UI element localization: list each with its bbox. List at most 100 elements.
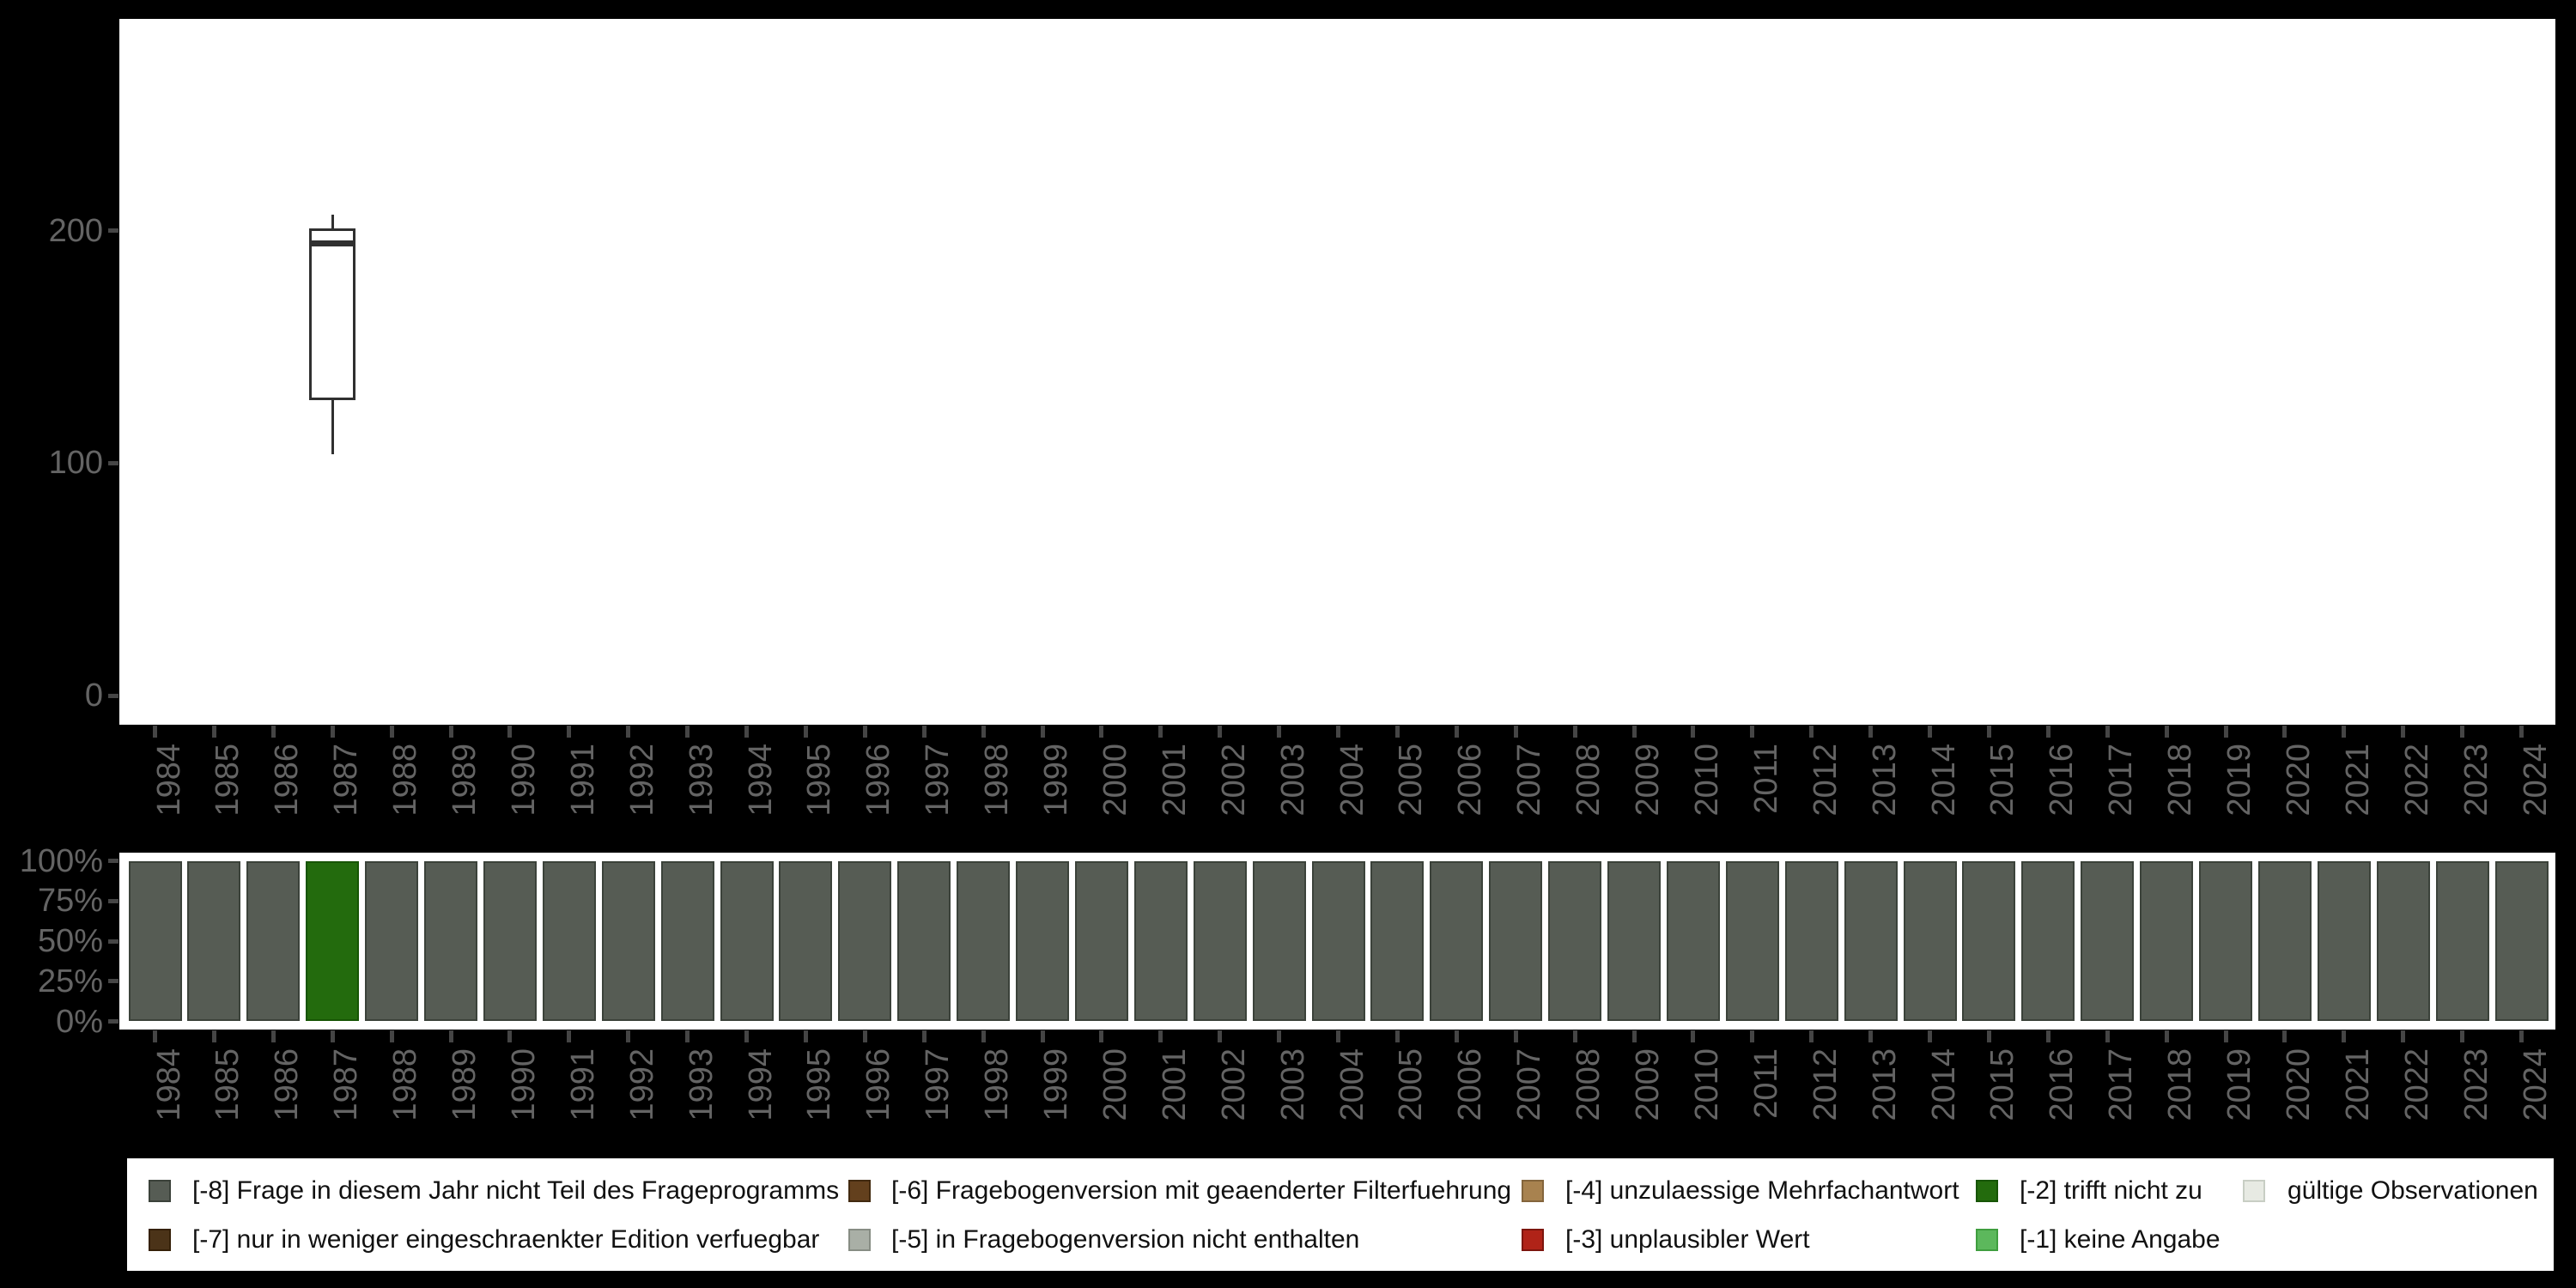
x-tick bbox=[2342, 1030, 2347, 1042]
x-tick bbox=[1691, 1030, 1696, 1042]
x-tick-label: 1995 bbox=[801, 1048, 838, 1121]
bar-segment bbox=[2140, 861, 2194, 1021]
x-tick-label: 2023 bbox=[2458, 1048, 2494, 1121]
x-tick bbox=[270, 726, 276, 738]
x-tick-label: 1998 bbox=[979, 1048, 1016, 1121]
x-tick-label: 1993 bbox=[683, 744, 720, 817]
x-tick bbox=[1513, 726, 1518, 738]
x-tick-label: 2011 bbox=[1747, 1048, 1784, 1119]
x-tick bbox=[1809, 1030, 1814, 1042]
x-tick-label: 1986 bbox=[269, 744, 306, 817]
bar-segment bbox=[1074, 861, 1128, 1021]
x-tick bbox=[1572, 726, 1577, 738]
boxplot-box bbox=[308, 228, 356, 401]
legend-swatch--3 bbox=[1522, 1229, 1544, 1251]
x-tick-label: 2003 bbox=[1274, 1048, 1311, 1121]
x-tick-label: 1997 bbox=[920, 744, 957, 817]
boxplot-median bbox=[308, 240, 356, 247]
y-tick-label: 100% bbox=[19, 842, 103, 879]
x-tick-label: 1994 bbox=[742, 744, 779, 817]
bar-segment bbox=[424, 861, 477, 1021]
bar-segment bbox=[838, 861, 892, 1021]
x-tick-label: 1995 bbox=[801, 744, 838, 817]
y-tick-label: 50% bbox=[37, 923, 103, 959]
x-tick-label: 2017 bbox=[2103, 744, 2140, 817]
x-tick-label: 1985 bbox=[210, 744, 246, 817]
x-tick-label: 1993 bbox=[683, 1048, 720, 1121]
x-tick bbox=[685, 1030, 690, 1042]
x-tick bbox=[1394, 726, 1400, 738]
x-tick bbox=[330, 726, 335, 738]
x-tick bbox=[567, 1030, 572, 1042]
x-tick-label: 1990 bbox=[505, 1048, 542, 1121]
bar-segment bbox=[957, 861, 1011, 1021]
x-tick-label: 1989 bbox=[447, 1048, 483, 1121]
x-tick bbox=[2282, 726, 2287, 738]
x-tick-label: 2021 bbox=[2339, 744, 2376, 817]
x-tick-label: 2024 bbox=[2517, 744, 2554, 817]
x-tick-label: 2007 bbox=[1511, 1048, 1548, 1121]
bar-segment bbox=[2257, 861, 2312, 1021]
x-tick bbox=[981, 1030, 986, 1042]
x-tick bbox=[1513, 1030, 1518, 1042]
y-tick bbox=[108, 693, 118, 698]
x-tick bbox=[2045, 1030, 2050, 1042]
legend-swatch--7 bbox=[149, 1229, 171, 1251]
x-tick bbox=[921, 726, 927, 738]
bar-segment bbox=[187, 861, 241, 1021]
legend-label--6: [-6] Fragebogenversion mit geaenderter F… bbox=[891, 1176, 1512, 1205]
legend-label--4: [-4] unzulaessige Mehrfachantwort bbox=[1565, 1176, 1959, 1205]
bar-segment bbox=[128, 861, 182, 1021]
x-tick bbox=[2164, 1030, 2169, 1042]
x-tick-label: 2020 bbox=[2280, 744, 2317, 817]
x-tick bbox=[626, 726, 631, 738]
x-tick bbox=[685, 726, 690, 738]
legend-label--7: [-7] nur in weniger eingeschraenkter Edi… bbox=[192, 1225, 820, 1254]
x-tick bbox=[1750, 726, 1755, 738]
x-tick-label: 2009 bbox=[1630, 1048, 1666, 1121]
x-tick bbox=[744, 1030, 749, 1042]
x-tick bbox=[567, 726, 572, 738]
x-tick-label: 2010 bbox=[1688, 744, 1725, 817]
bar-segment bbox=[1370, 861, 1425, 1021]
x-tick-label: 1985 bbox=[210, 1048, 246, 1121]
x-tick bbox=[1336, 726, 1340, 738]
x-tick bbox=[744, 726, 749, 738]
x-tick-label: 1991 bbox=[564, 744, 601, 817]
x-tick bbox=[211, 1030, 216, 1042]
x-tick-label: 2018 bbox=[2162, 744, 2199, 817]
y-tick-label: 25% bbox=[37, 963, 103, 999]
x-tick-label: 2008 bbox=[1571, 1048, 1607, 1121]
x-tick bbox=[507, 726, 513, 738]
bar-segment bbox=[2494, 861, 2549, 1021]
x-tick-label: 1994 bbox=[742, 1048, 779, 1121]
x-tick bbox=[1928, 726, 1932, 738]
x-tick bbox=[2282, 1030, 2287, 1042]
x-tick bbox=[1631, 1030, 1637, 1042]
bar-segment bbox=[1016, 861, 1069, 1021]
x-tick bbox=[2164, 726, 2169, 738]
x-tick-label: 2002 bbox=[1215, 1048, 1252, 1121]
legend-swatch--8 bbox=[149, 1180, 171, 1202]
x-tick bbox=[507, 1030, 513, 1042]
x-tick-label: 2019 bbox=[2221, 1048, 2257, 1121]
x-tick bbox=[1336, 1030, 1340, 1042]
x-tick-label: 2012 bbox=[1807, 744, 1844, 817]
legend-label--3: [-3] unplausibler Wert bbox=[1565, 1225, 1810, 1254]
x-tick bbox=[1277, 1030, 1282, 1042]
x-tick-label: 1997 bbox=[920, 1048, 957, 1121]
x-tick bbox=[1868, 726, 1874, 738]
x-tick bbox=[1631, 726, 1637, 738]
x-tick bbox=[389, 1030, 394, 1042]
bar-segment bbox=[1133, 861, 1188, 1021]
legend-box bbox=[127, 1158, 2554, 1271]
bar-segment bbox=[1193, 861, 1247, 1021]
bar-segment bbox=[660, 861, 714, 1021]
x-tick-label: 2022 bbox=[2398, 1048, 2435, 1121]
y-tick bbox=[108, 460, 118, 465]
x-tick-label: 2015 bbox=[1984, 744, 2021, 817]
x-tick bbox=[330, 1030, 335, 1042]
x-tick bbox=[2460, 726, 2465, 738]
x-tick bbox=[1868, 1030, 1874, 1042]
boxplot-whisker-upper bbox=[331, 214, 334, 229]
